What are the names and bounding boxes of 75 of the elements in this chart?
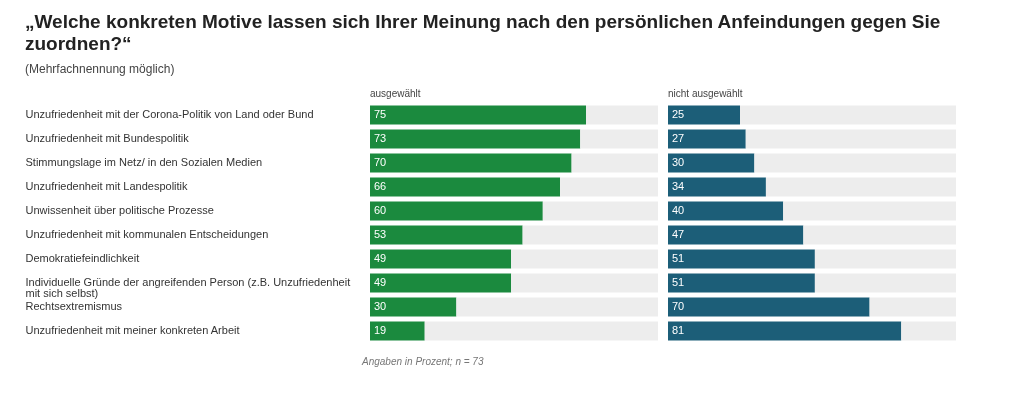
- data-label: 81: [672, 324, 685, 336]
- data-label: 30: [374, 300, 387, 312]
- y-tick-label: Unwissenheit über politische Prozesse: [25, 204, 214, 216]
- data-label: 66: [374, 180, 387, 192]
- bar: [542, 201, 658, 221]
- data-label: 70: [672, 300, 685, 312]
- bar: [668, 177, 766, 197]
- data-label: 73: [374, 132, 387, 144]
- bar: [522, 225, 658, 245]
- y-tick-label: Individuelle Gründe der angreifenden Person (z.B. Unzufriedenheit mit sich selbst): [25, 276, 351, 299]
- bar: [668, 321, 902, 341]
- data-label: 75: [374, 108, 387, 120]
- bar: [580, 129, 658, 149]
- bar: [370, 273, 512, 293]
- bar: [668, 297, 870, 317]
- bar: [370, 105, 586, 125]
- bar: [456, 297, 658, 317]
- data-label: 49: [374, 252, 387, 264]
- bar: [745, 129, 956, 149]
- bar: [511, 273, 658, 293]
- bar: [560, 177, 658, 197]
- bar: [370, 249, 512, 269]
- y-tick-label: Unzufriedenheit mit Landespolitik: [25, 180, 189, 192]
- y-tick-label: Unzufriedenheit mit Bundespolitik: [25, 132, 190, 144]
- y-tick-label: Rechtsextremismus: [25, 300, 123, 312]
- y-tick-label: Demokratiefeindlichkeit: [25, 252, 140, 264]
- bar: [803, 225, 956, 245]
- bar: [869, 297, 956, 317]
- bar: [814, 249, 956, 269]
- bar: [668, 153, 755, 173]
- data-label: 40: [672, 204, 685, 216]
- y-tick-label: Unzufriedenheit mit der Corona-Politik von Land oder Bund: [25, 108, 314, 120]
- bar: [668, 273, 815, 293]
- bar: [668, 225, 804, 245]
- data-label: 70: [374, 156, 387, 168]
- data-label: 51: [672, 252, 685, 264]
- bar: [765, 177, 956, 197]
- bar: [814, 273, 956, 293]
- data-label: 30: [672, 156, 685, 168]
- text: Angaben in Prozent; n = 73: [361, 356, 484, 367]
- series-label: nicht ausgewählt: [668, 88, 743, 99]
- data-label: 53: [374, 228, 387, 240]
- bar: [668, 129, 746, 149]
- y-tick-label: Unzufriedenheit mit meiner konkreten Arbeit: [25, 324, 240, 336]
- series-label: ausgewählt: [370, 88, 421, 99]
- bar: [668, 201, 784, 221]
- bar: [901, 321, 956, 341]
- data-label: 51: [672, 276, 685, 288]
- data-label: 25: [672, 108, 685, 120]
- text: (Mehrfachnennung möglich): [25, 62, 175, 76]
- bar: [370, 225, 523, 245]
- bar: [740, 105, 956, 125]
- bar: [370, 177, 561, 197]
- bar: [370, 321, 425, 341]
- bar: [571, 153, 658, 173]
- data-label: 19: [374, 324, 387, 336]
- data-label: 34: [672, 180, 685, 192]
- bar: [586, 105, 658, 125]
- bar: [370, 129, 581, 149]
- bar: [370, 153, 572, 173]
- data-label: 49: [374, 276, 387, 288]
- y-tick-label: Stimmungslage im Netz/ in den Sozialen Medien: [25, 156, 263, 168]
- data-label: 60: [374, 204, 387, 216]
- bar: [370, 297, 457, 317]
- bar: [783, 201, 956, 221]
- bar: [668, 249, 815, 269]
- bar: [370, 201, 543, 221]
- data-label: 27: [672, 132, 685, 144]
- chart-title: „Welche konkreten Motive lassen sich Ihrer Meinung nach den persönlichen Anfeindungen gegen Sie zuordnen?“: [25, 11, 941, 54]
- data-label: 47: [672, 228, 685, 240]
- bar: [754, 153, 956, 173]
- bar: [424, 321, 658, 341]
- y-tick-label: Unzufriedenheit mit kommunalen Entscheidungen: [25, 228, 269, 240]
- bar: [511, 249, 658, 269]
- bar: [668, 105, 740, 125]
